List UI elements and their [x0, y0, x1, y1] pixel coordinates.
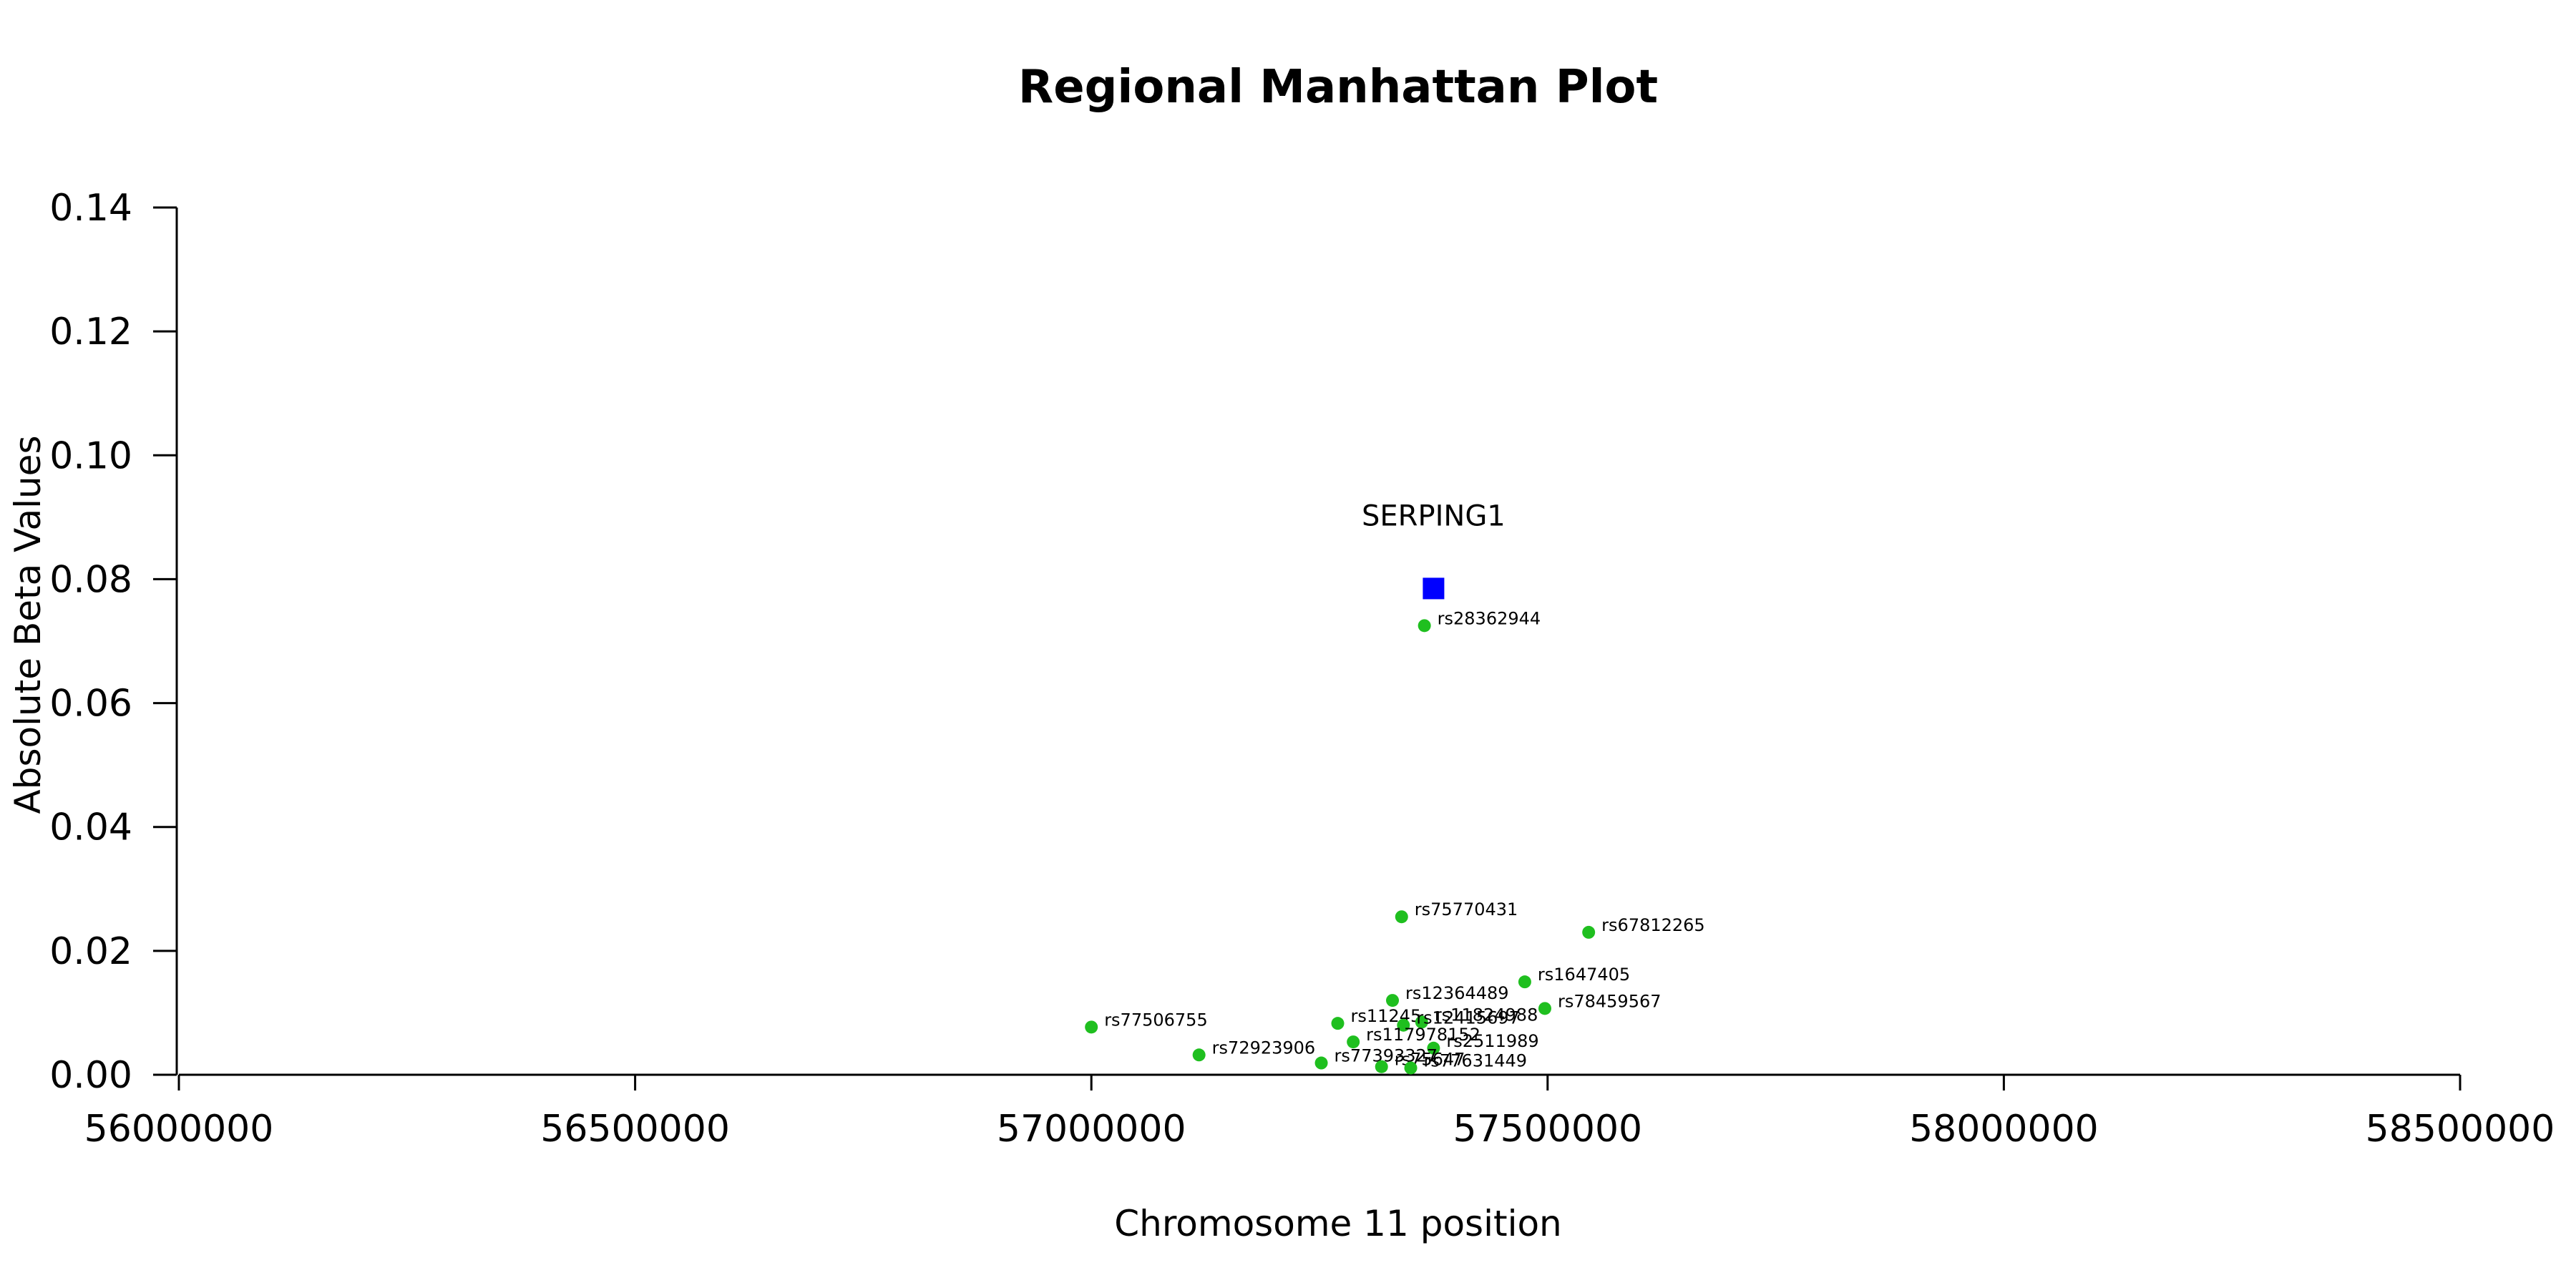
y-tick-label: 0.12 — [49, 311, 132, 353]
snp-point — [1375, 1060, 1388, 1073]
y-tick-label: 0.02 — [49, 930, 132, 973]
snp-point — [1386, 994, 1400, 1008]
snp-point — [1518, 975, 1531, 989]
snp-label: rs12364489 — [1405, 983, 1509, 1003]
y-ticks: 0.00 0.02 0.04 0.06 0.08 0.10 0.12 0.14 — [49, 187, 177, 1097]
snp-point — [1582, 925, 1596, 939]
snp-point — [1395, 910, 1408, 924]
x-ticks: 56000000 56500000 57000000 57500000 58000000… — [84, 1075, 2555, 1151]
snp-label: rs11824988 — [1435, 1005, 1538, 1025]
snp-point — [1192, 1048, 1206, 1062]
y-tick-label: 0.00 — [49, 1054, 132, 1097]
snp-label: rs72923906 — [1212, 1038, 1316, 1058]
chart-title: Regional Manhattan Plot — [1018, 61, 1658, 114]
x-tick-label: 57500000 — [1453, 1108, 1642, 1151]
snp-label: rs117978152 — [1366, 1025, 1480, 1045]
gene-label: SERPING1 — [1362, 499, 1506, 532]
y-tick-label: 0.04 — [49, 806, 132, 849]
snp-point — [1415, 1015, 1428, 1029]
snp-point — [1538, 1002, 1551, 1015]
x-tick-label: 56500000 — [540, 1108, 730, 1151]
snp-point — [1085, 1020, 1098, 1034]
snp-points: rs28362944rs75770431rs67812265rs1647405r… — [1085, 608, 1705, 1075]
snp-label: rs28362944 — [1438, 608, 1541, 628]
snp-point — [1427, 1041, 1440, 1055]
snp-point — [1314, 1056, 1328, 1070]
x-tick-label: 57000000 — [997, 1108, 1186, 1151]
y-tick-label: 0.06 — [49, 683, 132, 726]
x-tick-label: 58500000 — [2366, 1108, 2555, 1151]
x-tick-label: 58000000 — [1909, 1108, 2099, 1151]
y-axis-label: Absolute Beta Values — [7, 436, 49, 814]
y-tick-label: 0.08 — [49, 558, 132, 601]
snp-label: rs77631449 — [1424, 1050, 1528, 1070]
x-axis-label: Chromosome 11 position — [1114, 1203, 1562, 1244]
snp-point — [1347, 1035, 1360, 1049]
snp-point — [1397, 1018, 1410, 1032]
snp-point — [1404, 1061, 1418, 1075]
x-tick-label: 56000000 — [84, 1108, 274, 1151]
snp-label: rs67812265 — [1601, 915, 1705, 935]
snp-label: rs78459567 — [1558, 991, 1662, 1011]
snp-label: rs12415697 — [1416, 1008, 1520, 1028]
snp-point — [1331, 1017, 1345, 1030]
y-tick-label: 0.10 — [49, 434, 132, 477]
snp-label: rs1647405 — [1538, 965, 1630, 985]
snp-label: rs2511989 — [1446, 1031, 1538, 1051]
snp-label: rs77506755 — [1104, 1010, 1208, 1030]
snp-label: rs75770431 — [1415, 899, 1518, 919]
gene-marker — [1423, 577, 1445, 600]
snp-point — [1418, 619, 1431, 633]
snp-label: rs11245 — [1351, 1006, 1422, 1026]
gene-marker-group: SERPING1 — [1362, 499, 1506, 600]
y-tick-label: 0.14 — [49, 187, 132, 230]
